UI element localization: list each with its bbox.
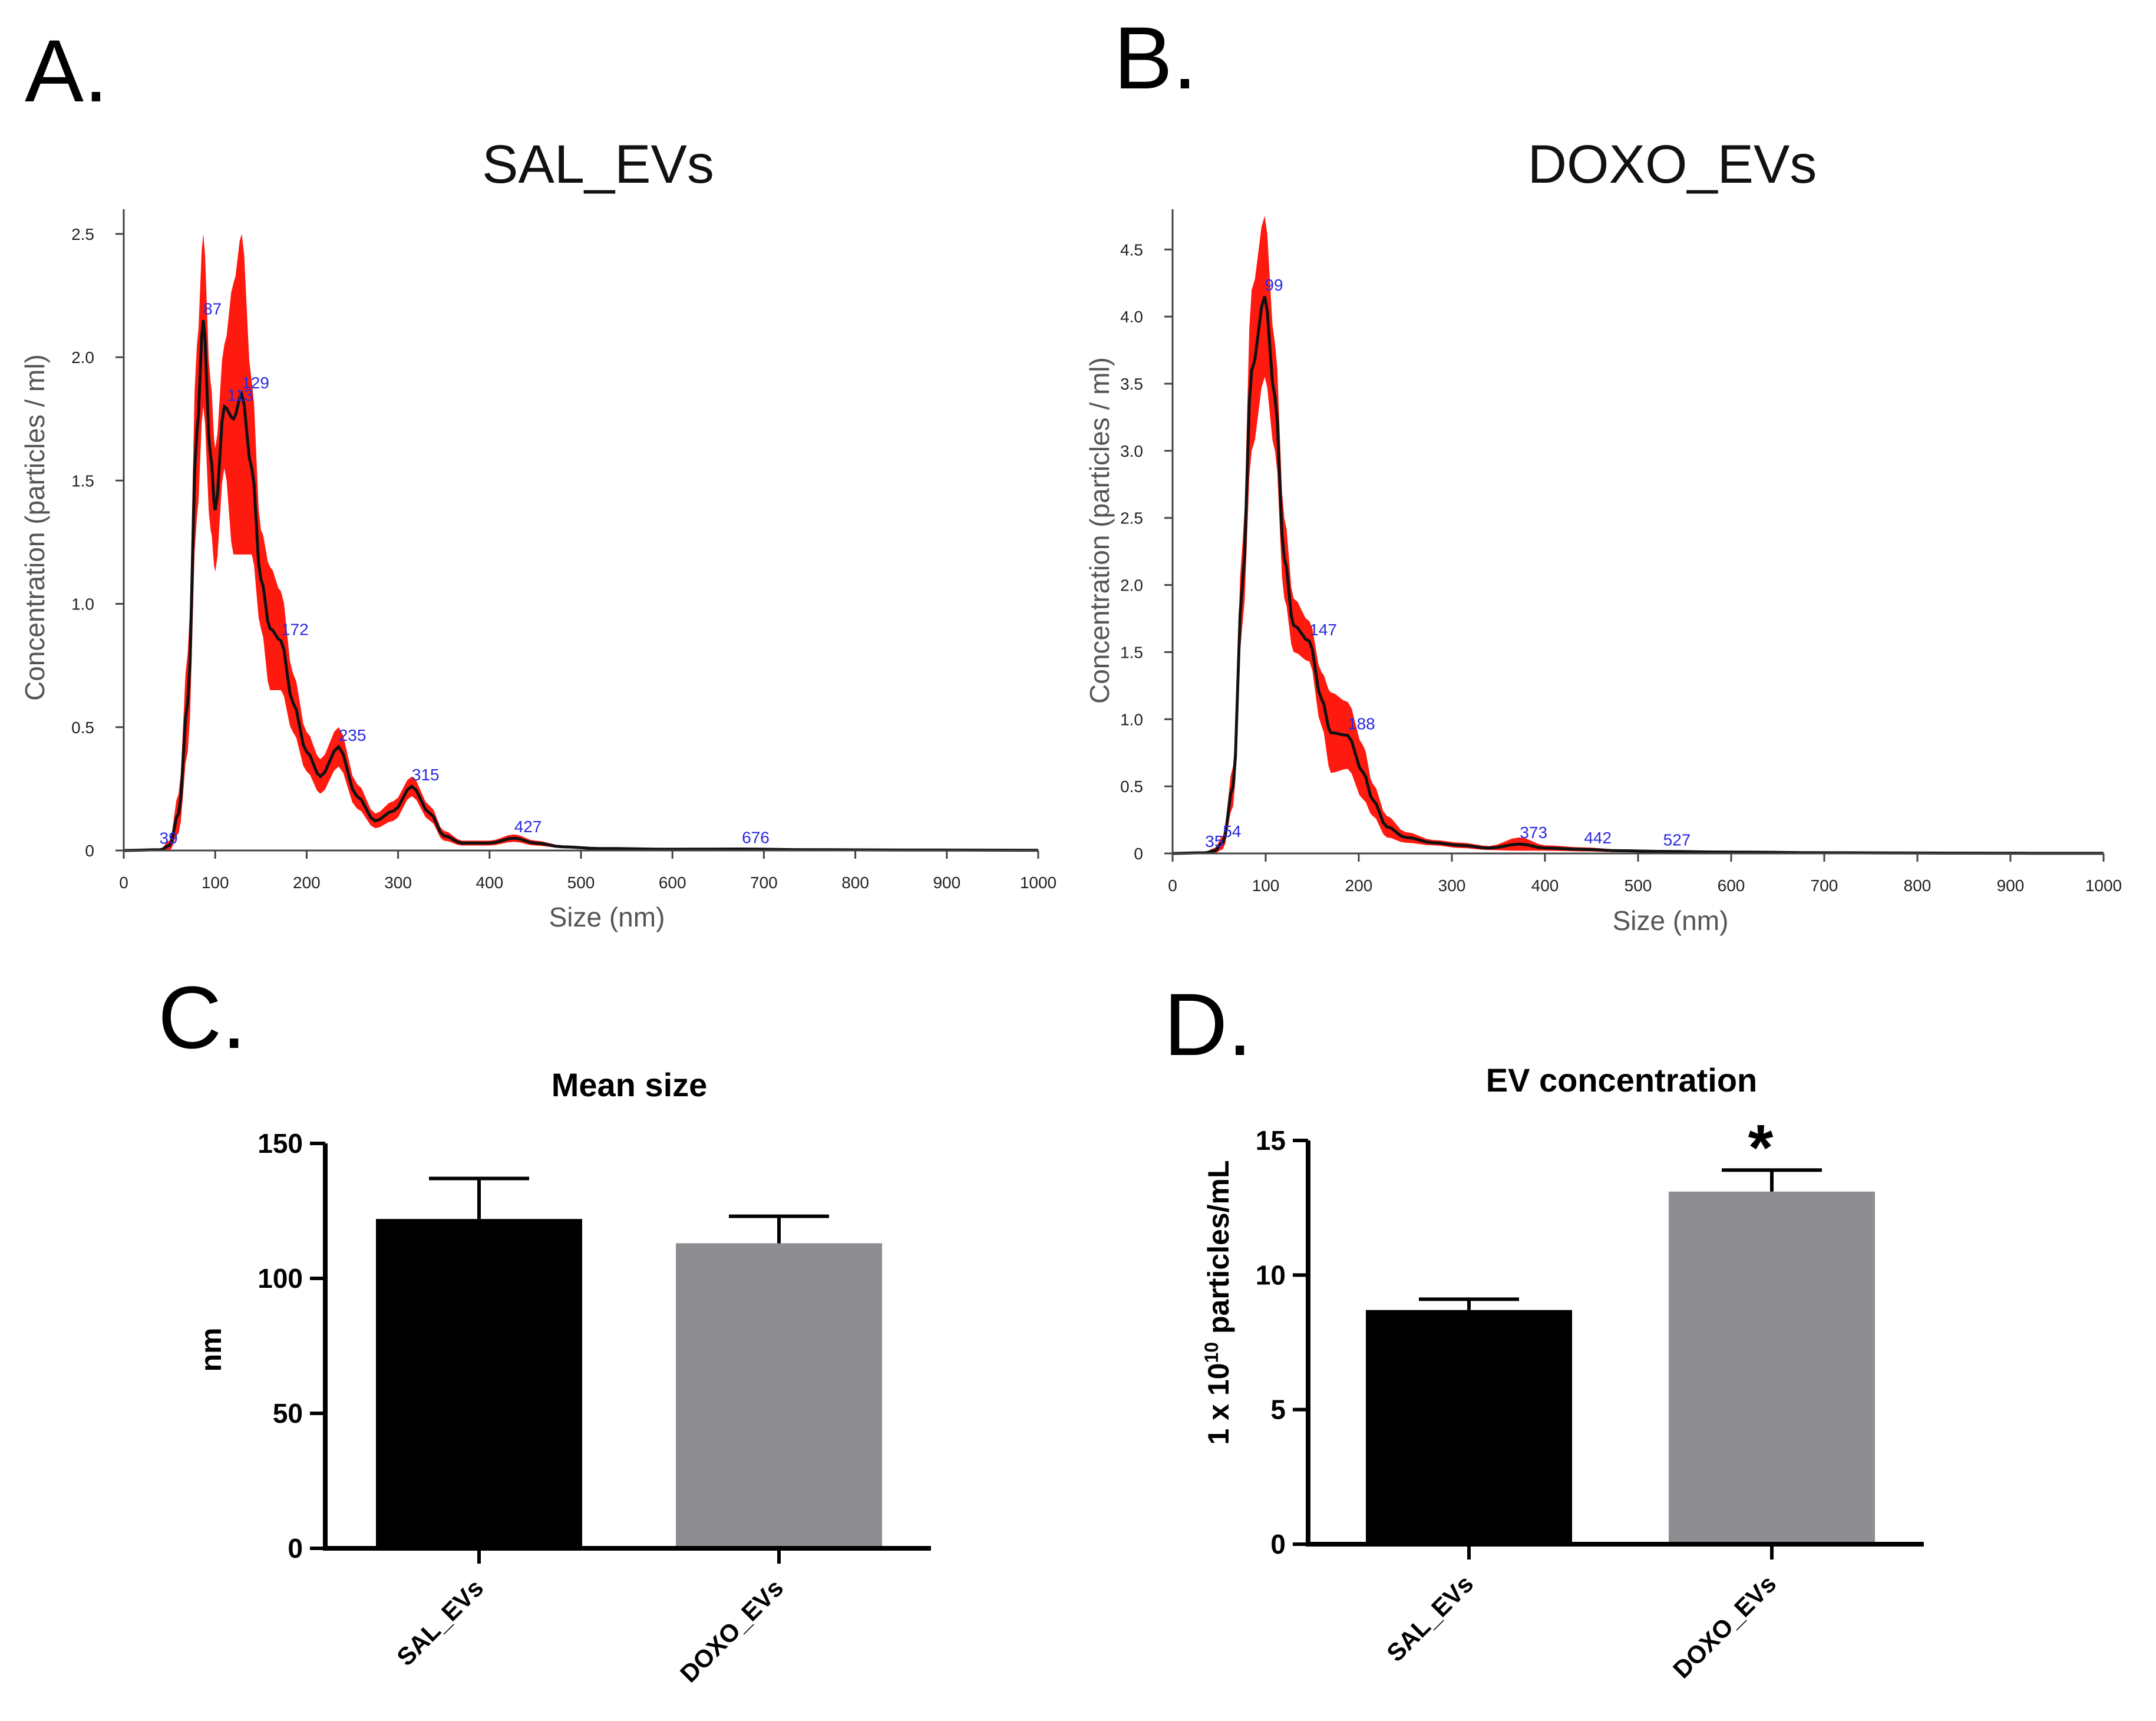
mean-line <box>1172 296 2104 855</box>
peak-label: 35 <box>1205 832 1223 850</box>
x-tick-label: 800 <box>841 873 869 892</box>
chart-title: SAL_EVs <box>482 134 714 194</box>
y-tick-label: 2.5 <box>71 225 94 243</box>
y-axis-label: Concentration (particles / ml) <box>1084 357 1115 704</box>
x-tick-label: 100 <box>202 873 229 892</box>
x-tick-label: 900 <box>1997 876 2025 895</box>
peak-label: 172 <box>281 620 309 638</box>
bar-sal-evs <box>1366 1310 1572 1544</box>
x-tick-label: 1000 <box>1020 873 1056 892</box>
y-tick-label: 2.5 <box>1120 509 1143 527</box>
chart-title: Mean size <box>552 1066 708 1103</box>
x-axis-label: Size (nm) <box>549 902 665 932</box>
x-tick-label: 400 <box>1531 876 1559 895</box>
bar-doxo-evs <box>1669 1191 1875 1544</box>
category-label: SAL_EVs <box>1381 1570 1478 1667</box>
x-tick-label: 700 <box>1811 876 1838 895</box>
mean-line <box>123 320 1039 852</box>
y-tick-label: 4.5 <box>1120 240 1143 259</box>
chart-sal-evs-size-distribution: SAL_EVs 0 100 200 300 400 500 600 700 800 900 1000… <box>19 134 1056 932</box>
y-tick-label: 2.0 <box>1120 576 1143 595</box>
y-tick-label: 1.5 <box>71 472 94 490</box>
peak-label: 87 <box>203 299 222 318</box>
x-tick-label: 200 <box>293 873 321 892</box>
x-tick-label: 900 <box>933 873 960 892</box>
x-tick-label: 500 <box>1625 876 1652 895</box>
peak-label: 235 <box>339 726 367 744</box>
chart-title: DOXO_EVs <box>1528 134 1817 194</box>
panel-label-c: C. <box>158 968 246 1067</box>
y-tick-label: 10 <box>1256 1260 1286 1290</box>
x-tick-label: 500 <box>567 873 595 892</box>
x-tick-label: 700 <box>750 873 778 892</box>
peak-label: 54 <box>1223 822 1241 840</box>
peak-label: 129 <box>242 374 269 392</box>
chart-doxo-evs-size-distribution: DOXO_EVs 0 100 200 300 400 500 600 700 800 900 100… <box>1084 134 2122 936</box>
y-tick-label: 0 <box>1134 845 1143 863</box>
chart-title: EV concentration <box>1486 1061 1758 1099</box>
peak-label: 113 <box>227 386 253 404</box>
x-tick-label: 300 <box>1438 876 1466 895</box>
y-axis-label: 1 x 1010 particles/mL <box>1201 1160 1235 1445</box>
y-tick-label: 2.0 <box>71 348 94 367</box>
y-tick-label: 3.5 <box>1120 375 1143 393</box>
peak-label: 147 <box>1309 621 1337 639</box>
category-label: DOXO_EVs <box>1668 1570 1781 1683</box>
y-tick-label: 0.5 <box>1120 777 1143 796</box>
x-tick-label: 100 <box>1252 876 1280 895</box>
y-tick-label: 1.0 <box>1120 710 1143 728</box>
chart-mean-size: Mean size 0 50 100 150 SAL_EVs DOXO_EVs nm <box>194 1066 931 1687</box>
peak-label: 676 <box>742 828 770 846</box>
y-tick-label: 0.5 <box>71 718 94 737</box>
y-tick-label: 15 <box>1256 1125 1286 1156</box>
peak-label: 442 <box>1584 829 1612 847</box>
y-axis-label: nm <box>194 1328 227 1372</box>
y-tick-label: 0 <box>1270 1529 1286 1560</box>
error-band <box>124 233 1038 850</box>
y-tick-label: 0 <box>85 842 94 860</box>
y-tick-label: 3.0 <box>1120 442 1143 460</box>
x-tick-label: 400 <box>476 873 503 892</box>
significance-marker: * <box>1748 1112 1774 1184</box>
peak-label: 188 <box>1348 715 1375 733</box>
x-tick-label: 200 <box>1345 876 1373 895</box>
bar-sal-evs <box>376 1219 582 1548</box>
y-tick-label: 0 <box>288 1533 303 1564</box>
y-tick-label: 1.5 <box>1120 643 1143 661</box>
y-tick-label: 5 <box>1270 1394 1286 1425</box>
x-axis-label: Size (nm) <box>1613 905 1729 936</box>
panel-label-a: A. <box>25 21 108 120</box>
y-tick-label: 1.0 <box>71 595 94 614</box>
x-tick-label: 1000 <box>2085 876 2122 895</box>
peak-label: 315 <box>412 766 440 784</box>
panel-label-b: B. <box>1114 8 1197 107</box>
peak-label: 427 <box>514 817 542 836</box>
peak-label: 527 <box>1663 831 1691 849</box>
category-label: SAL_EVs <box>391 1574 488 1671</box>
peak-label: 373 <box>1520 823 1547 842</box>
x-tick-label: 0 <box>119 873 128 892</box>
x-tick-label: 600 <box>659 873 686 892</box>
x-tick-label: 0 <box>1168 876 1177 895</box>
error-band <box>1173 216 2104 853</box>
x-tick-label: 800 <box>1904 876 1932 895</box>
y-tick-label: 50 <box>273 1398 303 1429</box>
peak-label: 39 <box>160 829 178 848</box>
x-tick-label: 600 <box>1718 876 1745 895</box>
y-tick-label: 4.0 <box>1120 308 1143 326</box>
y-tick-label: 100 <box>257 1263 303 1294</box>
bar-doxo-evs <box>676 1243 882 1548</box>
x-tick-label: 300 <box>384 873 412 892</box>
peak-label: 99 <box>1264 276 1283 294</box>
y-tick-label: 150 <box>257 1128 303 1159</box>
panel-label-d: D. <box>1164 975 1252 1074</box>
category-label: DOXO_EVs <box>675 1574 788 1687</box>
y-axis-label: Concentration (particles / ml) <box>19 354 50 701</box>
